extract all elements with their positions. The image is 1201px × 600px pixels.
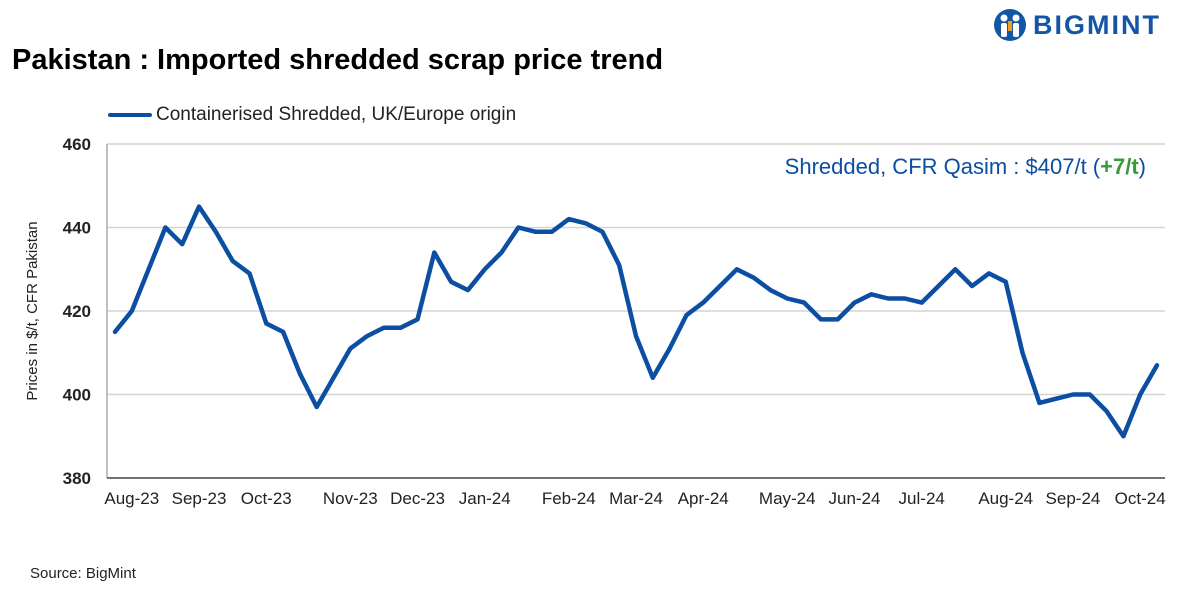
x-tick-label: Nov-23	[323, 489, 378, 508]
y-tick-label: 400	[63, 386, 91, 405]
x-tick-label: Apr-24	[678, 489, 729, 508]
series-line	[112, 204, 1160, 439]
x-tick-label: Dec-23	[390, 489, 445, 508]
x-tick-label: May-24	[759, 489, 816, 508]
y-axis-label: Prices in $/t, CFR Pakistan	[24, 221, 41, 400]
legend-label: Containerised Shredded, UK/Europe origin	[156, 104, 517, 125]
x-tick-label: Oct-24	[1115, 489, 1166, 508]
annotation-change: +7/t	[1100, 154, 1139, 179]
logo-icon	[994, 9, 1026, 41]
y-tick-label: 460	[63, 135, 91, 154]
source-note: Source: BigMint	[30, 565, 136, 582]
x-tick-label: Sep-24	[1046, 489, 1101, 508]
x-tick-label: Feb-24	[542, 489, 596, 508]
y-tick-label: 420	[63, 302, 91, 321]
x-tick-label: Oct-23	[241, 489, 292, 508]
logo-text: BIGMINT	[1033, 9, 1161, 40]
x-tick-label: Jul-24	[899, 489, 945, 508]
price-annotation: Shredded, CFR Qasim : $407/t (+7/t)	[785, 154, 1146, 179]
x-tick-label: Mar-24	[609, 489, 663, 508]
chart-title: Pakistan : Imported shredded scrap price…	[12, 44, 664, 76]
legend: Containerised Shredded, UK/Europe origin	[108, 104, 516, 126]
annotation-text: Shredded, CFR Qasim : $407/t (	[785, 154, 1101, 179]
x-tick-label: Jan-24	[459, 489, 511, 508]
x-tick-label: Sep-23	[172, 489, 227, 508]
x-tick-label: Jun-24	[828, 489, 880, 508]
bigmint-logo: BIGMINT	[993, 8, 1161, 42]
legend-swatch	[108, 113, 152, 117]
x-tick-label: Aug-24	[978, 489, 1033, 508]
annotation-close: )	[1139, 154, 1146, 179]
y-tick-label: 440	[63, 219, 91, 238]
y-tick-label: 380	[63, 469, 91, 488]
x-tick-label: Aug-23	[104, 489, 159, 508]
